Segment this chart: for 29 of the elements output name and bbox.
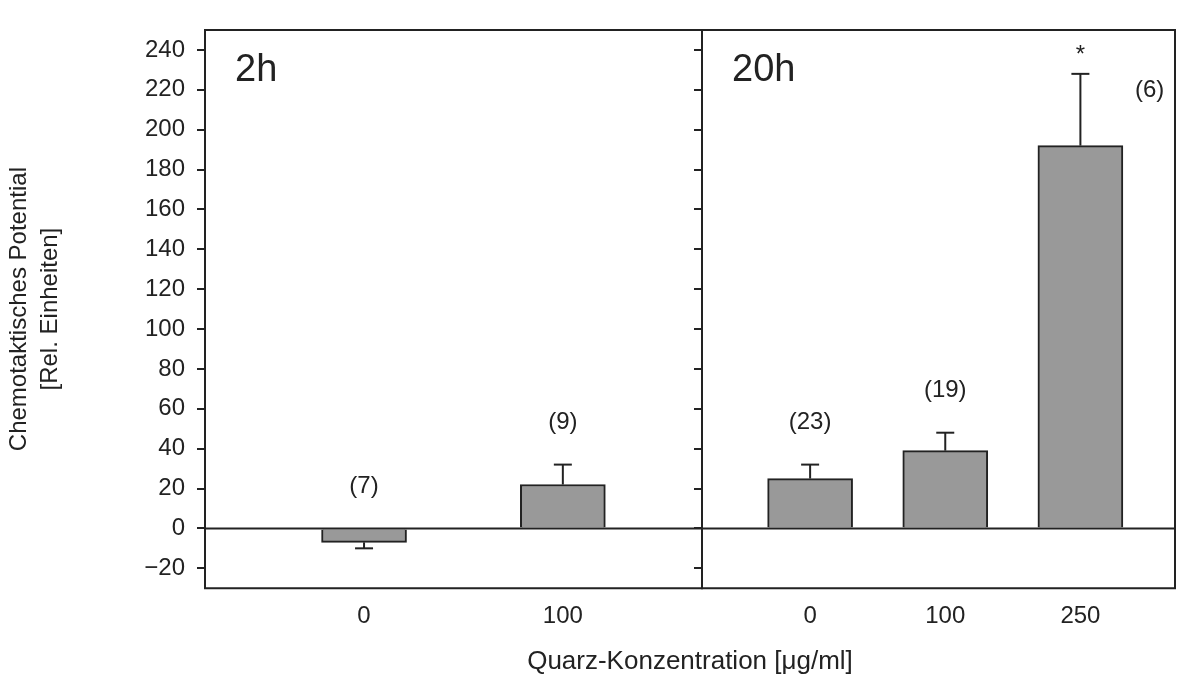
annotation: (23): [788, 407, 832, 435]
y-tick-label: 60: [158, 393, 185, 421]
y-tick-label: 120: [144, 273, 185, 301]
y-tick-label: 160: [144, 194, 185, 222]
annotation: (7): [349, 471, 379, 499]
annotation: (6): [1134, 74, 1165, 102]
y-tick-label: −20: [144, 552, 185, 580]
y-tick-label: 140: [144, 233, 185, 261]
x-tick-label: 0: [357, 601, 371, 629]
annotation: (9): [548, 407, 578, 435]
x-tick-label: 0: [803, 601, 817, 629]
y-tick-label: 240: [144, 34, 185, 62]
y-tick-label: 180: [144, 154, 185, 182]
x-axis-title: Quarz-Konzentration [μg/ml]: [526, 645, 854, 676]
annotation: (19): [923, 375, 967, 403]
x-tick-label: 250: [1060, 601, 1101, 629]
y-tick-label: 80: [158, 353, 185, 381]
y-tick-label: 0: [171, 513, 185, 541]
x-tick-label: 100: [542, 601, 583, 629]
text: 2h: [235, 47, 278, 90]
y-tick-label: 220: [144, 74, 185, 102]
y-tick-label: 40: [158, 433, 185, 461]
y-axis-title: Chemotaktisches Potential [Rel. Einheiten]: [4, 167, 63, 452]
y-tick-label: 200: [144, 114, 185, 142]
x-tick-label: 100: [925, 601, 966, 629]
y-tick-label: 20: [158, 473, 185, 501]
y-tick-label: 100: [144, 313, 185, 341]
text: 20h: [732, 47, 796, 90]
annotation: *: [1075, 40, 1086, 68]
